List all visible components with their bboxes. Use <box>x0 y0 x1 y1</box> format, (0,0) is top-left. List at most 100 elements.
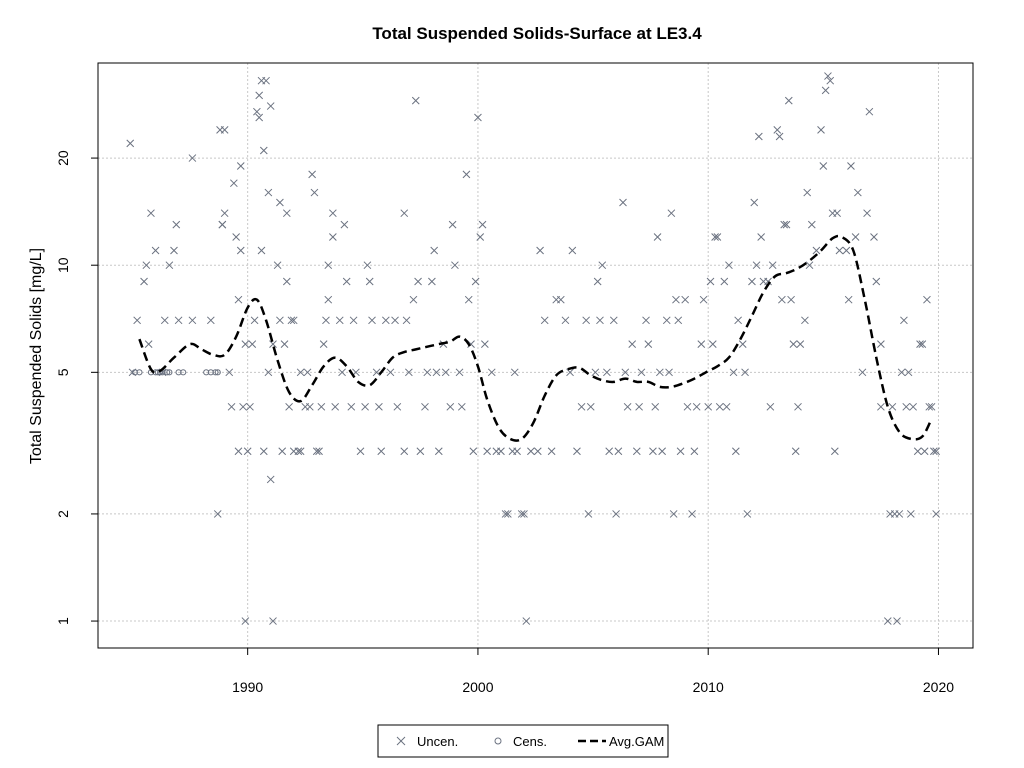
legend: Uncen. Cens. Avg.GAM <box>377 724 669 758</box>
point-uncensored <box>213 510 222 518</box>
legend-marker-x <box>396 736 406 746</box>
point-uncensored <box>826 76 835 85</box>
point-uncensored <box>653 233 662 241</box>
point-uncensored <box>738 340 747 348</box>
point-censored <box>166 369 173 376</box>
point-uncensored <box>623 402 632 411</box>
point-uncensored <box>236 162 245 170</box>
point-uncensored <box>819 162 828 170</box>
point-uncensored <box>596 316 604 325</box>
point-uncensored <box>830 447 839 456</box>
point-uncensored <box>642 316 650 325</box>
point-uncensored <box>239 402 247 411</box>
point-uncensored <box>655 368 664 377</box>
x-tick-label: 2000 <box>462 679 493 695</box>
point-uncensored <box>329 233 337 241</box>
point-uncensored <box>206 316 215 325</box>
point-uncensored <box>342 277 351 286</box>
point-uncensored <box>847 162 855 170</box>
point-uncensored <box>784 96 793 105</box>
point-uncensored <box>246 402 254 411</box>
point-uncensored <box>363 261 372 270</box>
point-uncensored <box>722 402 731 411</box>
point-uncensored <box>296 447 305 456</box>
point-uncensored <box>480 340 489 348</box>
point-uncensored <box>755 132 763 141</box>
point-uncensored <box>264 368 273 377</box>
point-uncensored <box>778 295 786 304</box>
x-tick-label: 2020 <box>923 679 954 695</box>
point-uncensored <box>310 188 319 197</box>
point-uncensored <box>416 447 425 456</box>
x-tick-label: 1990 <box>232 679 263 695</box>
point-uncensored <box>294 447 303 456</box>
point-uncensored <box>568 246 577 255</box>
point-uncensored <box>324 261 333 270</box>
point-uncensored <box>787 295 795 304</box>
point-uncensored <box>241 617 250 625</box>
point-uncensored <box>248 340 257 348</box>
point-uncensored <box>340 220 349 229</box>
point-uncensored <box>662 316 671 325</box>
point-uncensored <box>888 402 897 411</box>
grid <box>98 63 973 648</box>
point-uncensored <box>262 76 270 85</box>
legend-label-uncen: Uncen. <box>417 734 458 749</box>
point-uncensored <box>863 209 871 218</box>
point-uncensored <box>338 368 346 377</box>
point-uncensored <box>913 447 922 456</box>
point-uncensored <box>172 220 181 229</box>
point-uncensored <box>731 447 740 456</box>
point-uncensored <box>782 220 791 229</box>
point-uncensored <box>349 316 358 325</box>
x-tick-label: 2010 <box>693 679 724 695</box>
point-uncensored <box>533 447 542 456</box>
point-uncensored <box>667 209 676 218</box>
point-uncensored <box>218 220 227 229</box>
point-uncensored <box>365 277 374 286</box>
y-tick-label: 1 <box>55 617 71 625</box>
point-uncensored <box>411 96 420 105</box>
point-uncensored <box>414 277 422 286</box>
point-uncensored <box>681 295 690 304</box>
y-tick-label: 20 <box>55 150 71 166</box>
point-uncensored <box>775 132 784 141</box>
y-axis-label: Total Suspended Solids [mg/L] <box>28 248 45 464</box>
chart-title: Total Suspended Solids-Surface at LE3.4 <box>372 24 702 43</box>
point-uncensored <box>282 209 291 218</box>
point-uncensored <box>276 316 284 325</box>
point-uncensored <box>133 316 141 325</box>
point-uncensored <box>331 402 340 411</box>
point-uncensored <box>487 368 496 377</box>
point-uncensored <box>637 368 646 377</box>
point-uncensored <box>927 402 936 411</box>
point-uncensored <box>918 340 927 348</box>
point-uncensored <box>789 340 798 348</box>
point-uncensored <box>253 107 261 116</box>
data-points <box>126 72 941 625</box>
point-uncensored <box>900 316 908 325</box>
point-uncensored <box>329 209 337 218</box>
point-uncensored <box>628 340 637 348</box>
point-uncensored <box>651 402 660 411</box>
point-uncensored <box>280 340 289 348</box>
point-uncensored <box>287 316 296 325</box>
point-uncensored <box>923 295 931 304</box>
point-uncensored <box>835 246 844 255</box>
point-uncensored <box>476 233 485 241</box>
point-uncensored <box>386 368 395 377</box>
point-uncensored <box>266 475 275 484</box>
point-uncensored <box>635 402 643 411</box>
point-uncensored <box>441 368 450 377</box>
point-uncensored <box>160 316 169 325</box>
point-uncensored <box>368 316 376 325</box>
point-uncensored <box>230 179 238 188</box>
point-uncensored <box>428 277 436 286</box>
point-uncensored <box>920 447 929 456</box>
point-uncensored <box>803 188 812 197</box>
point-uncensored <box>612 510 620 518</box>
point-uncensored <box>375 402 383 411</box>
point-uncensored <box>527 447 535 456</box>
point-uncensored <box>833 209 841 218</box>
point-uncensored <box>400 209 409 218</box>
